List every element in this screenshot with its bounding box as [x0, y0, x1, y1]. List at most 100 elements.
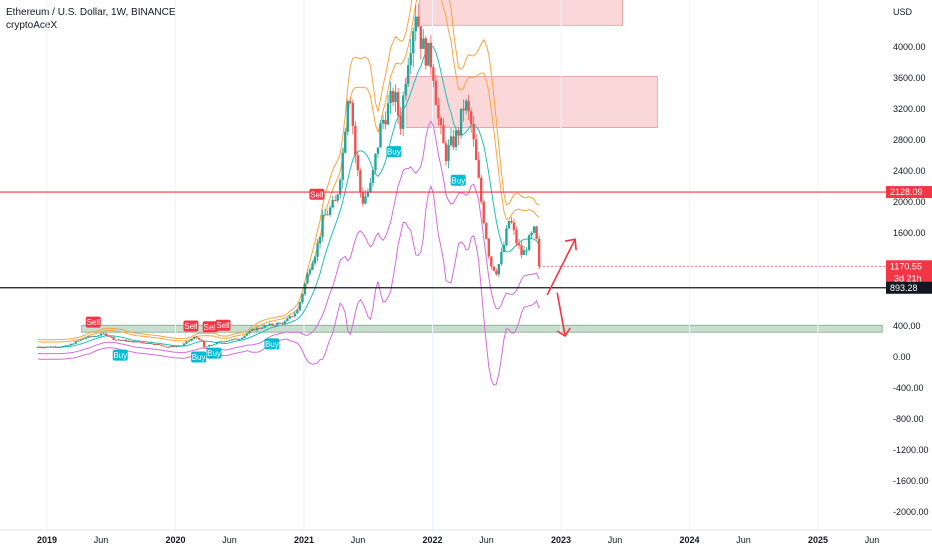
- candle: [349, 101, 352, 103]
- candle: [46, 346, 50, 348]
- candle: [208, 344, 211, 347]
- candle: [376, 147, 380, 154]
- candle: [495, 270, 498, 275]
- candle: [114, 339, 118, 341]
- candle: [351, 102, 354, 126]
- candle: [505, 228, 508, 245]
- candle: [255, 327, 259, 331]
- candle: [381, 119, 385, 124]
- candle: [233, 338, 236, 340]
- x-tick-label: Jun: [222, 535, 237, 545]
- signal-box: [191, 351, 207, 363]
- candle: [407, 65, 410, 84]
- candle: [248, 331, 251, 334]
- candle: [124, 339, 128, 342]
- candle: [195, 336, 198, 338]
- candle: [162, 345, 166, 347]
- x-tick-label: 2021: [294, 535, 314, 545]
- x-tick-label: Jun: [479, 535, 494, 545]
- candle: [137, 341, 140, 343]
- up-arrow-head: [564, 238, 577, 251]
- candle: [142, 342, 145, 344]
- candle: [401, 95, 405, 129]
- candle: [447, 144, 450, 162]
- candle: [452, 136, 455, 148]
- candle: [311, 263, 314, 270]
- support-label: 893.28: [890, 283, 918, 293]
- candle: [258, 327, 261, 329]
- candle: [89, 336, 93, 338]
- candle: [412, 31, 415, 54]
- symbol-title[interactable]: Ethereum / U.S. Dollar, 1W, BINANCE: [6, 7, 176, 18]
- candle: [323, 214, 327, 216]
- y-tick-label: 4000.00: [893, 42, 926, 52]
- candle: [515, 230, 518, 244]
- x-tick-label: Jun: [865, 535, 880, 545]
- candle: [129, 340, 133, 342]
- y-tick-label: 3600.00: [893, 73, 926, 83]
- candle: [177, 345, 181, 347]
- signal-box: [202, 321, 218, 333]
- demand-zone: [81, 324, 883, 333]
- candle: [245, 333, 249, 336]
- indicator-name[interactable]: cryptoAceX: [6, 20, 58, 31]
- candle: [427, 42, 430, 66]
- candle: [112, 337, 115, 340]
- candle: [399, 115, 402, 129]
- candle: [253, 329, 256, 331]
- candle: [41, 347, 45, 349]
- candle: [316, 243, 319, 257]
- candle: [265, 325, 269, 327]
- x-tick-label: Jun: [736, 535, 751, 545]
- candle: [107, 335, 110, 337]
- signal-label: Sell: [216, 321, 230, 330]
- candle: [119, 339, 123, 341]
- candle: [500, 251, 503, 265]
- candle: [102, 333, 105, 335]
- candle: [273, 325, 276, 327]
- candle: [205, 346, 208, 348]
- candle: [439, 118, 443, 126]
- y-tick-label: 0.00: [893, 352, 911, 362]
- candle: [278, 322, 281, 324]
- candle: [99, 333, 103, 336]
- candle: [298, 302, 302, 311]
- signal-sell-4: Sell: [202, 321, 218, 333]
- candle: [293, 313, 297, 317]
- candle: [321, 214, 324, 237]
- candle: [56, 347, 60, 349]
- candle: [371, 169, 375, 183]
- candle: [492, 266, 496, 271]
- candle: [532, 226, 536, 233]
- candle: [213, 344, 216, 346]
- y-tick-label: 1600.00: [893, 228, 926, 238]
- y-tick-label: -1200.00: [893, 445, 929, 455]
- candle: [346, 101, 349, 132]
- candle: [54, 346, 57, 348]
- candle: [424, 38, 428, 66]
- zones-layer: [81, 0, 883, 333]
- candle: [339, 179, 342, 195]
- y-tick-label: -400.00: [893, 383, 924, 393]
- candle: [155, 344, 158, 345]
- candle: [359, 170, 362, 192]
- candle: [313, 256, 317, 264]
- candle: [434, 80, 438, 105]
- candle: [474, 139, 478, 161]
- candle: [364, 196, 367, 204]
- y-tick-label: 2400.00: [893, 166, 926, 176]
- candle: [527, 235, 531, 251]
- candle: [44, 347, 47, 349]
- signal-sell-0: Sell: [85, 316, 101, 328]
- candle: [192, 336, 196, 339]
- x-tick-label: 2024: [679, 535, 699, 545]
- candle: [537, 238, 541, 267]
- y-tick-label: 2800.00: [893, 135, 926, 145]
- candle: [507, 220, 511, 229]
- down-arrow: [556, 292, 566, 337]
- supply-zone-mid: [406, 76, 658, 128]
- signal-box: [112, 349, 128, 361]
- candle: [157, 344, 161, 345]
